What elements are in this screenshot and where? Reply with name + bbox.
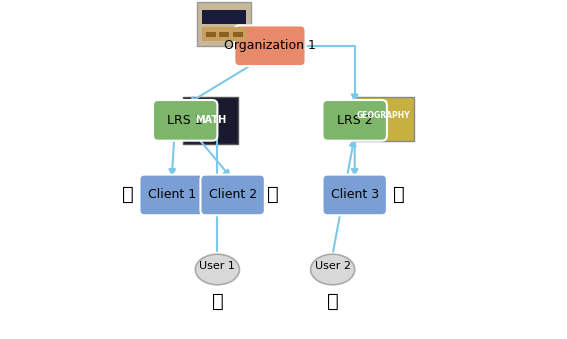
FancyBboxPatch shape <box>153 100 217 141</box>
Ellipse shape <box>311 254 355 285</box>
FancyBboxPatch shape <box>323 100 387 141</box>
Text: 🧍: 🧍 <box>122 185 133 204</box>
FancyBboxPatch shape <box>234 25 306 66</box>
FancyBboxPatch shape <box>201 175 265 215</box>
Text: LRS 2: LRS 2 <box>337 114 373 127</box>
Text: Organization 1: Organization 1 <box>224 39 316 52</box>
Text: 🧍: 🧍 <box>393 185 405 204</box>
Ellipse shape <box>196 254 239 285</box>
Bar <box>202 27 246 41</box>
Text: Client 3: Client 3 <box>331 188 379 201</box>
FancyBboxPatch shape <box>353 97 414 141</box>
Bar <box>219 32 229 37</box>
FancyBboxPatch shape <box>197 2 251 46</box>
Text: User 1: User 1 <box>200 261 235 271</box>
Text: Client 1: Client 1 <box>147 188 196 201</box>
Bar <box>232 32 243 37</box>
FancyBboxPatch shape <box>139 175 204 215</box>
Text: MATH: MATH <box>195 115 226 125</box>
Text: 🧍: 🧍 <box>268 185 279 204</box>
Text: 🧒: 🧒 <box>211 292 223 311</box>
Bar <box>205 32 215 37</box>
Text: 🧑: 🧑 <box>327 292 338 311</box>
Text: GEOGRAPHY: GEOGRAPHY <box>357 111 411 120</box>
Text: LRS 1: LRS 1 <box>167 114 203 127</box>
Bar <box>202 10 246 24</box>
Text: Client 2: Client 2 <box>209 188 257 201</box>
Text: User 2: User 2 <box>315 261 350 271</box>
FancyBboxPatch shape <box>323 175 387 215</box>
FancyBboxPatch shape <box>184 97 238 144</box>
